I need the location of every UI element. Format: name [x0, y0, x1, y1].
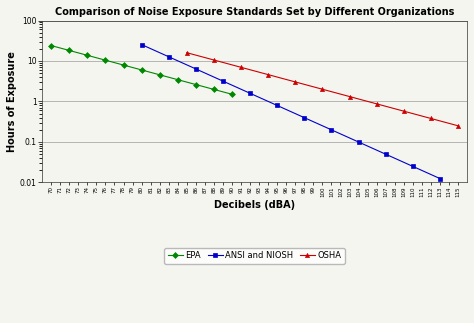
EPA: [175, 78, 181, 82]
ANSI and NIOSH: [274, 104, 280, 108]
OSHA: [211, 58, 217, 62]
Y-axis label: Hours of Exposure: Hours of Exposure: [7, 51, 17, 152]
EPA: [102, 58, 108, 62]
ANSI and NIOSH: [247, 91, 253, 95]
OSHA: [319, 87, 325, 91]
OSHA: [455, 124, 461, 128]
ANSI and NIOSH: [166, 55, 172, 59]
EPA: [66, 48, 72, 52]
ANSI and NIOSH: [356, 140, 361, 144]
EPA: [229, 92, 235, 96]
OSHA: [184, 51, 190, 55]
OSHA: [238, 65, 244, 69]
ANSI and NIOSH: [301, 116, 307, 120]
EPA: [157, 73, 163, 77]
ANSI and NIOSH: [139, 43, 145, 47]
OSHA: [374, 102, 380, 106]
Line: ANSI and NIOSH: ANSI and NIOSH: [139, 43, 442, 181]
OSHA: [265, 73, 271, 77]
Line: EPA: EPA: [49, 44, 234, 96]
ANSI and NIOSH: [410, 164, 416, 168]
EPA: [84, 53, 90, 57]
OSHA: [428, 117, 434, 120]
ANSI and NIOSH: [383, 152, 389, 156]
OSHA: [292, 80, 298, 84]
ANSI and NIOSH: [328, 128, 334, 132]
Legend: EPA, ANSI and NIOSH, OSHA: EPA, ANSI and NIOSH, OSHA: [164, 248, 345, 264]
OSHA: [346, 95, 352, 99]
EPA: [48, 44, 54, 47]
Line: OSHA: OSHA: [185, 51, 460, 128]
ANSI and NIOSH: [220, 79, 226, 83]
X-axis label: Decibels (dBA): Decibels (dBA): [214, 200, 295, 210]
OSHA: [401, 109, 407, 113]
ANSI and NIOSH: [437, 177, 443, 181]
EPA: [193, 83, 199, 87]
EPA: [211, 88, 217, 91]
EPA: [139, 68, 145, 72]
ANSI and NIOSH: [193, 67, 199, 71]
EPA: [121, 63, 127, 67]
Title: Comparison of Noise Exposure Standards Set by Different Organizations: Comparison of Noise Exposure Standards S…: [55, 7, 454, 17]
